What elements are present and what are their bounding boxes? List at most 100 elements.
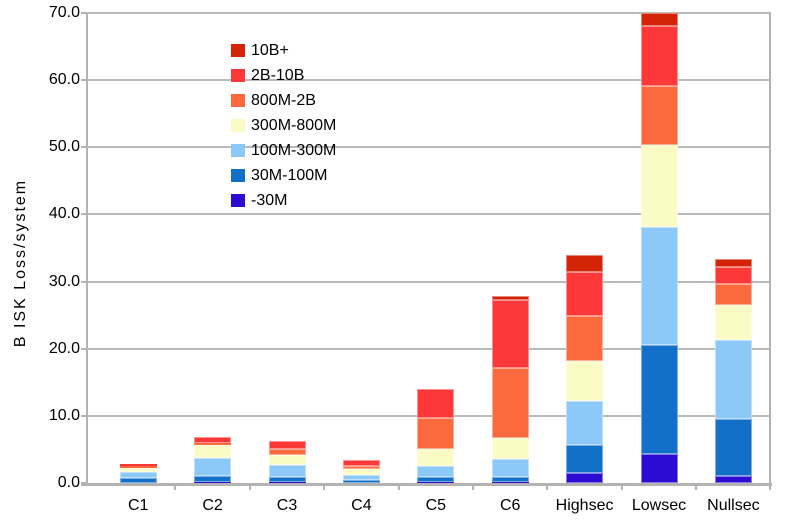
legend-item: 30M-100M: [231, 163, 336, 188]
bar-segment-30m-100m: [342, 479, 380, 483]
x-tick-label: C1: [127, 497, 149, 514]
legend-label: 100M-300M: [251, 141, 337, 159]
bar-segment-100m-300m: [566, 401, 604, 446]
legend-item: 100M-300M: [231, 138, 336, 163]
bar-segment-2b-10b: [194, 436, 232, 444]
legend-label: 300M-800M: [251, 116, 337, 134]
bar-segment-2b-10b: [566, 272, 604, 316]
legend-label: -30M: [251, 191, 288, 209]
y-axis-tick: [81, 213, 88, 216]
bar-segment-30m-100m: [194, 475, 232, 482]
bar-segment-800m-2b: [566, 315, 604, 361]
y-tick-label: 50.0: [48, 138, 80, 156]
y-gridline: [88, 347, 771, 350]
bar-segment-800m-2b: [417, 418, 455, 450]
legend-swatch-icon: [231, 44, 245, 57]
bar-segment--30m: [714, 476, 752, 483]
x-tick-label: C5: [425, 497, 447, 514]
bar-segment-800m-2b: [119, 465, 157, 468]
bar-segment-800m-2b: [194, 443, 232, 446]
bar-segment-300m-800m: [640, 144, 678, 227]
x-tick-label: C2: [202, 497, 223, 514]
bar-segment-10b-: [491, 295, 529, 300]
bar-segment--30m: [194, 481, 232, 483]
bar-segment--30m: [491, 482, 529, 483]
y-tick-label: 70.0: [48, 4, 80, 21]
y-tick-label: 0.0: [57, 474, 80, 491]
bar-segment-300m-800m: [491, 437, 529, 460]
legend-swatch-icon: [231, 94, 245, 107]
legend-item: -30M: [231, 188, 336, 213]
bar-segment-100m-300m: [640, 226, 678, 345]
bar-segment-800m-2b: [714, 284, 752, 306]
chart-legend: 10B+ 2B-10B 800M-2B 300M-800M 100M-300M 30M-1…: [231, 38, 336, 213]
x-axis-tick: [546, 483, 549, 490]
y-tick-label: 20.0: [48, 339, 80, 357]
bar-segment-300m-800m: [194, 445, 232, 459]
legend-item: 800M-2B: [231, 88, 336, 113]
legend-item: 300M-800M: [231, 113, 336, 138]
bar-segment-2b-10b: [714, 267, 752, 285]
bar-segment-100m-300m: [119, 471, 157, 478]
y-gridline: [88, 146, 771, 149]
bar-segment-30m-100m: [491, 477, 529, 483]
bar-segment--30m: [268, 482, 306, 483]
bar-segment-2b-10b: [268, 440, 306, 449]
x-tick-label: C6: [499, 497, 521, 514]
bar-segment-2b-10b: [119, 463, 157, 466]
bar-segment-2b-10b: [640, 25, 678, 87]
bar-segment-2b-10b: [417, 388, 455, 419]
bar-segment-800m-2b: [342, 465, 380, 469]
y-axis-tick: [81, 347, 88, 350]
y-tick-label: 10.0: [48, 406, 80, 424]
x-axis-line: [81, 483, 772, 486]
legend-label: 10B+: [251, 41, 289, 59]
y-gridline: [88, 280, 771, 283]
y-tick-label: 30.0: [48, 272, 80, 290]
plot-right-border: [769, 13, 771, 490]
bar-segment-30m-100m: [566, 445, 604, 473]
bar-segment-300m-800m: [714, 305, 752, 340]
bar-segment-30m-100m: [268, 476, 306, 483]
bar-segment-100m-300m: [491, 459, 529, 478]
bar-segment-300m-800m: [566, 360, 604, 402]
bar-segment-300m-800m: [342, 468, 380, 475]
bar-segment-2b-10b: [342, 460, 380, 466]
bar-segment-30m-100m: [417, 477, 455, 482]
y-gridline: [88, 12, 771, 14]
legend-label: 2B-10B: [251, 66, 305, 84]
bar-segment-10b-: [566, 254, 604, 273]
bar-segment-10b-: [714, 259, 752, 268]
bar-segment-800m-2b: [268, 448, 306, 455]
x-axis-tick: [248, 483, 251, 490]
legend-label: 30M-100M: [251, 166, 328, 184]
legend-label: 800M-2B: [251, 91, 316, 109]
legend-swatch-icon: [231, 194, 245, 207]
x-axis-tick: [695, 483, 698, 490]
y-axis-line: [86, 13, 88, 483]
y-axis-tick: [81, 146, 88, 149]
bar-segment-300m-800m: [268, 454, 306, 465]
x-tick-label: C3: [276, 497, 298, 514]
y-tick-label: 40.0: [48, 205, 80, 223]
bar-segment-800m-2b: [640, 86, 678, 145]
x-tick-label: C4: [351, 497, 372, 514]
x-axis-tick: [472, 483, 474, 490]
y-axis-tick: [81, 280, 88, 283]
legend-swatch-icon: [231, 119, 245, 132]
x-axis-tick: [397, 483, 400, 490]
bar-segment-30m-100m: [714, 419, 752, 477]
bar-segment--30m: [417, 481, 455, 483]
legend-item: 10B+: [231, 38, 336, 63]
y-tick-label: 60.0: [48, 71, 80, 89]
bar-segment--30m: [640, 454, 678, 483]
y-axis-tick: [81, 12, 88, 14]
bar-segment-300m-800m: [119, 467, 157, 472]
x-tick-label: Highsec: [555, 497, 614, 514]
bar-segment--30m: [566, 472, 604, 483]
bar-segment-30m-100m: [640, 344, 678, 455]
bar-segment-300m-800m: [417, 449, 455, 466]
bar-segment-100m-300m: [417, 465, 455, 478]
bar-segment-100m-300m: [714, 339, 752, 420]
bar-segment-10b-: [640, 13, 678, 26]
